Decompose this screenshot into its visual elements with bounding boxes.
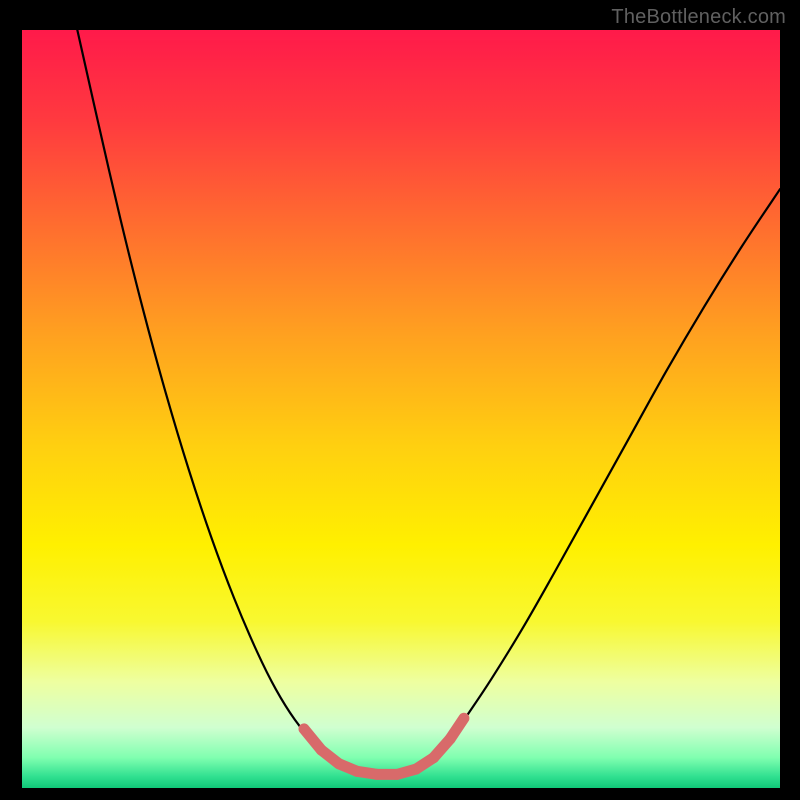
bottleneck-curve-plot — [22, 30, 780, 788]
watermark-text: TheBottleneck.com — [611, 6, 786, 29]
gradient-background — [22, 30, 780, 788]
chart-container: TheBottleneck.com — [0, 0, 800, 800]
